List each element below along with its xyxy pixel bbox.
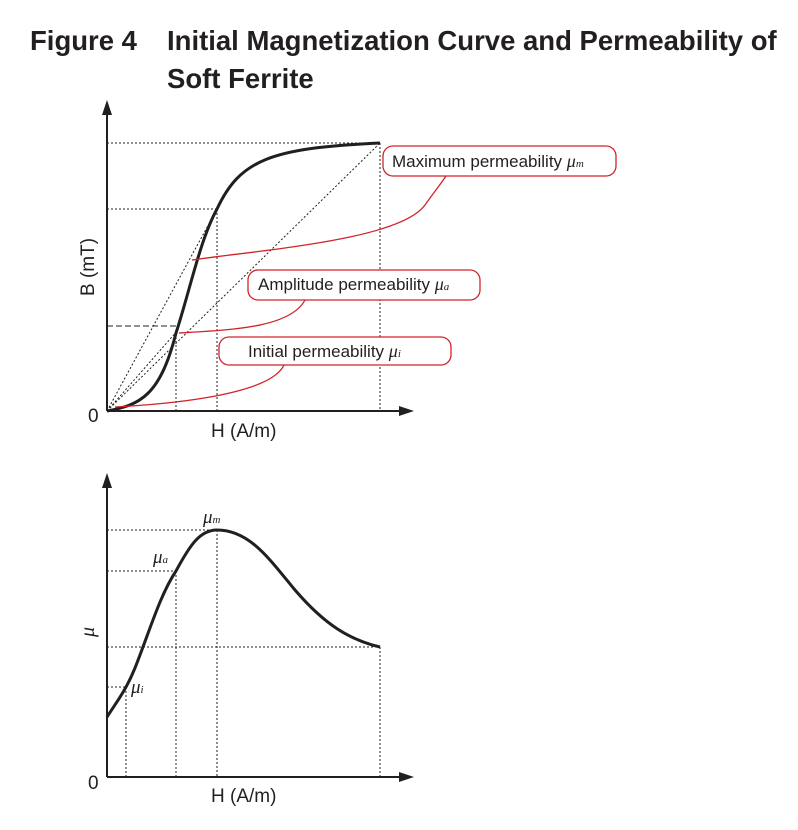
callout-maximum: Maximum permeability μm bbox=[382, 145, 617, 177]
top-x-label: H (A/m) bbox=[211, 421, 276, 442]
line-mu-i bbox=[106, 329, 179, 412]
callout-amplitude-subscript: a bbox=[444, 281, 450, 293]
magnetization-curve bbox=[106, 141, 381, 413]
permeability-curve bbox=[105, 528, 381, 718]
bottom-origin-label: 0 bbox=[88, 773, 99, 794]
marker-mu-i: μi bbox=[130, 677, 144, 698]
callout-initial-text: Initial permeability μi bbox=[248, 341, 401, 361]
top-y-arrow bbox=[102, 100, 112, 115]
top-x-arrow bbox=[399, 406, 414, 416]
callout-amplitude-label: Amplitude permeability bbox=[258, 275, 435, 294]
marker-mu-a: μa bbox=[152, 547, 169, 568]
marker-mu-m-subscript: m bbox=[213, 514, 221, 526]
callout-maximum-subscript: m bbox=[576, 158, 584, 170]
bottom-axes bbox=[106, 486, 404, 778]
line-mu-m bbox=[106, 208, 218, 412]
marker-mu-m-symbol: μ bbox=[202, 507, 213, 528]
callout-initial-subscript: i bbox=[398, 348, 401, 360]
callout-maximum-label: Maximum permeability bbox=[392, 152, 567, 171]
callout-initial-box bbox=[218, 336, 452, 366]
marker-mu-a-subscript: a bbox=[163, 554, 169, 566]
bottom-y-arrow bbox=[102, 473, 112, 488]
callout-maximum-box bbox=[382, 145, 617, 177]
bottom-x-arrow bbox=[399, 772, 414, 782]
top-origin-label: 0 bbox=[88, 406, 99, 427]
bottom-y-label: μ bbox=[77, 627, 99, 638]
callout-amplitude: Amplitude permeability μa bbox=[247, 269, 481, 301]
top-axes bbox=[106, 112, 404, 412]
top-chart: 0 H (A/m) B (mT) Maximum permeability μm… bbox=[78, 100, 617, 442]
top-y-label: B (mT) bbox=[78, 238, 99, 296]
bottom-guides bbox=[107, 529, 381, 777]
figure-number: Figure 4 bbox=[30, 25, 137, 56]
leader-maximum bbox=[191, 175, 447, 261]
figure-title-text: Initial Magnetization Curve and Permeabi… bbox=[167, 25, 777, 94]
callout-amplitude-box bbox=[247, 269, 481, 301]
callout-initial-symbol: μ bbox=[388, 341, 398, 361]
callout-amplitude-symbol: μ bbox=[434, 274, 444, 294]
callout-leaders bbox=[114, 175, 447, 408]
callout-amplitude-text: Amplitude permeability μa bbox=[258, 274, 450, 294]
callout-maximum-symbol: μ bbox=[566, 151, 576, 171]
marker-mu-i-symbol: μ bbox=[130, 677, 141, 698]
leader-initial bbox=[114, 364, 285, 408]
marker-mu-i-subscript: i bbox=[141, 684, 144, 696]
marker-mu-a-symbol: μ bbox=[152, 547, 163, 568]
callout-initial-label: Initial permeability bbox=[248, 342, 389, 361]
marker-mu-m: μm bbox=[202, 507, 221, 528]
callout-initial: Initial permeability μi bbox=[218, 336, 452, 366]
leader-amplitude bbox=[178, 299, 306, 334]
bottom-chart: μm μa μi 0 H (A/m) μ bbox=[77, 473, 414, 807]
bottom-x-label: H (A/m) bbox=[211, 786, 276, 807]
callout-maximum-text: Maximum permeability μm bbox=[392, 151, 584, 171]
